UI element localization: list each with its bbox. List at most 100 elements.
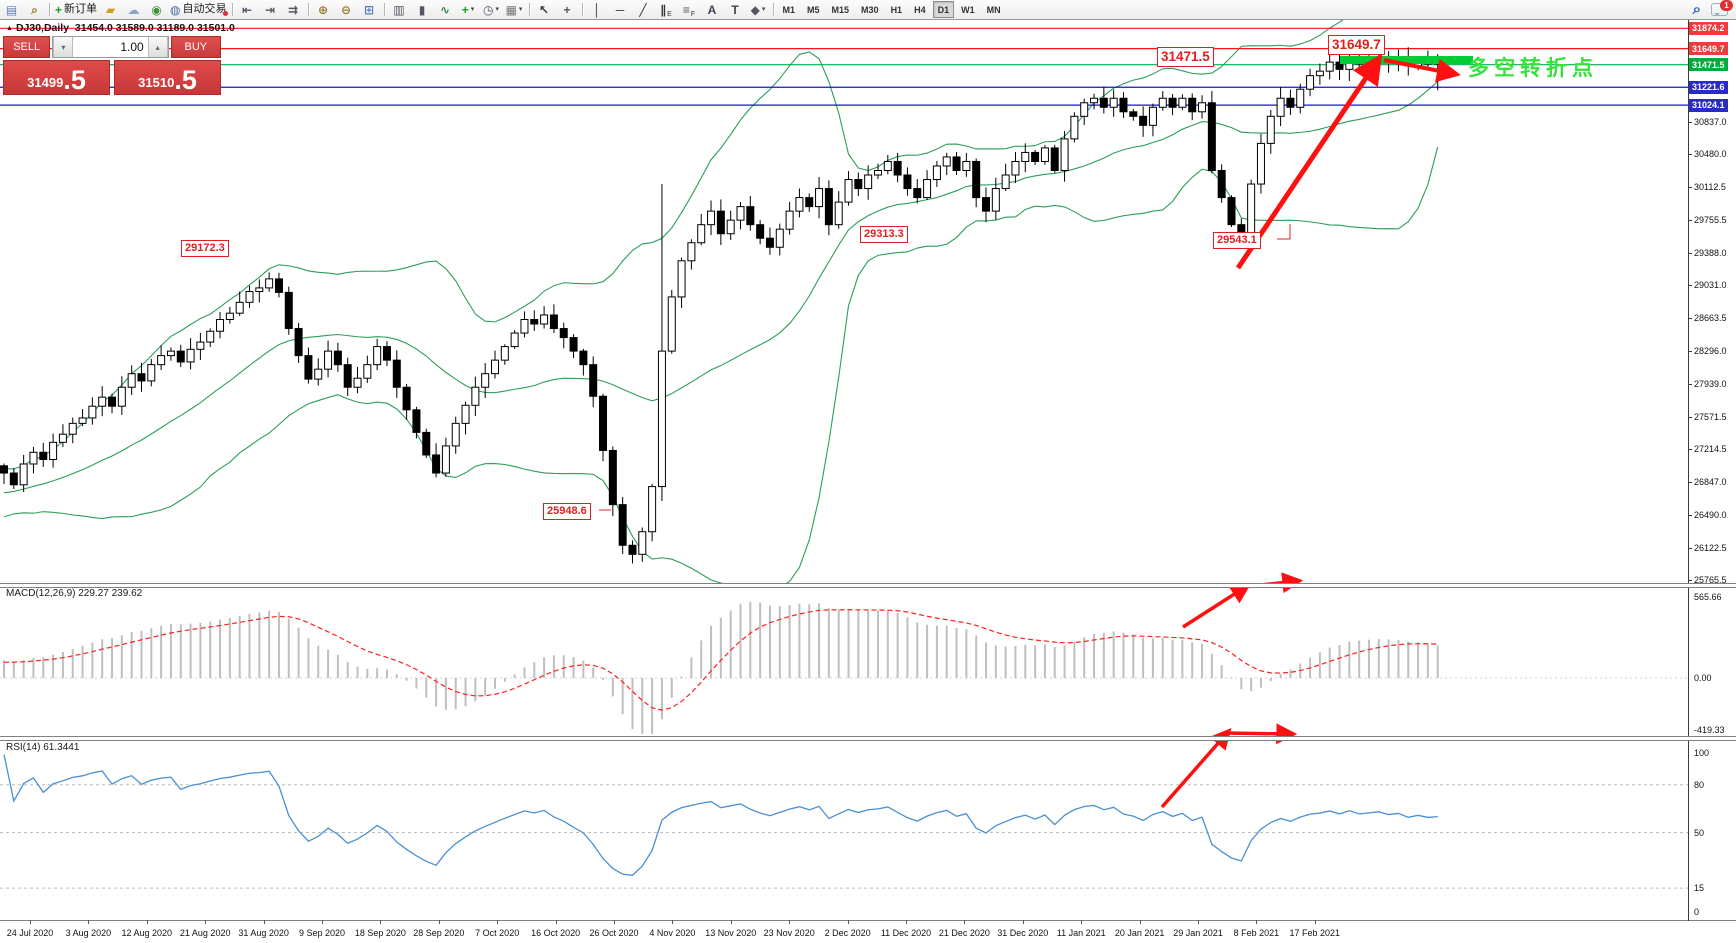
date-axis-tick-mark [964, 920, 966, 924]
price-axis-tick-mark [1688, 482, 1692, 484]
new-order-label: 新订单 [64, 3, 98, 15]
shapes-caret-icon[interactable]: ▾ [761, 6, 766, 13]
publish-chart-icon: ☁ [127, 2, 140, 17]
crosshair-button[interactable]: + [556, 1, 579, 18]
candle-chart-mode-icon: ▮ [418, 2, 426, 17]
timeframe-H1[interactable]: H1 [890, 4, 903, 15]
tile-windows-icon: ⊞ [363, 2, 375, 17]
periods-button[interactable]: ◷ ▾ [480, 1, 503, 18]
toolbar-separator [307, 3, 309, 16]
timeframe-D1[interactable]: D1 [932, 1, 955, 18]
price-axis-tick: 30112.5 [1694, 182, 1726, 193]
price-axis-tick-mark [1688, 187, 1692, 189]
volume-input[interactable]: 1.00 [120, 40, 144, 54]
date-axis-label: 16 Oct 2020 [531, 928, 581, 938]
equidistant-channel-button[interactable]: ∥ E [655, 1, 678, 19]
buy-button[interactable]: BUY [170, 36, 221, 58]
date-axis-tick-mark [1314, 920, 1316, 924]
text-label-button[interactable]: T [724, 1, 747, 18]
auto-trading-status-dot [222, 11, 228, 16]
zoom-out-button[interactable]: ⊖ [335, 1, 358, 18]
vertical-line-button[interactable]: │ [586, 1, 609, 18]
cursor-icon: ↖ [538, 2, 550, 17]
panel-separator[interactable] [0, 583, 1736, 588]
volume-stepper[interactable]: ▾ 1.00 ▴ [52, 36, 169, 58]
market-watch-icon: ▤ [5, 2, 18, 17]
volume-decrease-button[interactable]: ▾ [53, 37, 74, 57]
bar-chart-mode-button[interactable]: ▥ [388, 1, 411, 18]
price-axis-tick: 29388.0 [1694, 247, 1727, 258]
price-axis-tick-mark [1688, 219, 1692, 221]
horizontal-line-button[interactable]: ─ [609, 1, 632, 18]
date-axis-label: 11 Dec 2020 [880, 928, 932, 938]
shapes-button[interactable]: ◆ ▾ [747, 1, 770, 18]
add-indicator-button[interactable]: + ▾ [457, 1, 480, 18]
shift-chart-end-button[interactable]: ⇥ [259, 1, 282, 18]
price-axis-tick-mark [1688, 449, 1692, 451]
gold-button[interactable]: ▰ [99, 1, 122, 18]
market-watch-button[interactable]: ▤ [0, 1, 23, 18]
templates-caret-icon[interactable]: ▾ [518, 6, 523, 13]
fibonacci-button[interactable]: ≡ F [678, 1, 701, 19]
text-button[interactable]: A [701, 1, 724, 18]
ask-price-button[interactable]: 31510 .5 [114, 60, 221, 95]
macd-axis-tick: 565.66 [1694, 592, 1722, 602]
rsi-axis-tick: 15 [1694, 883, 1705, 894]
cursor-button[interactable]: ↖ [533, 1, 556, 18]
date-axis-tick-mark [497, 920, 499, 924]
date-axis-tick-mark [1081, 920, 1083, 924]
zoom-in-button[interactable]: ⊕ [312, 1, 335, 18]
tile-windows-button[interactable]: ⊞ [358, 1, 381, 18]
rsi-window-label: RSI(14) 61.3441 [6, 742, 80, 753]
auto-scroll-button[interactable]: ⇉ [282, 1, 305, 18]
add-indicator-caret-icon[interactable]: ▾ [470, 6, 475, 13]
timeframe-MN[interactable]: MN [986, 4, 1001, 15]
shift-chart-left-button[interactable]: ⇤ [236, 1, 259, 18]
timeframe-M1[interactable]: M1 [782, 4, 796, 15]
price-axis-tick: 29755.5 [1694, 214, 1727, 225]
publish-chart-button[interactable]: ☁ [122, 1, 145, 18]
templates-icon: ▦ [505, 2, 517, 17]
bid-price-button[interactable]: 31499 .5 [3, 60, 110, 95]
trend-line-button[interactable]: ╱ [632, 1, 655, 18]
timeframe-W1[interactable]: W1 [961, 4, 975, 15]
volume-increase-button[interactable]: ▴ [147, 37, 168, 57]
toolbar-separator [383, 3, 385, 16]
timeframe-M15[interactable]: M15 [831, 4, 850, 15]
periods-caret-icon[interactable]: ▾ [495, 6, 499, 13]
date-axis-label: 3 Aug 2020 [65, 928, 112, 938]
price-axis-line [1688, 20, 1689, 921]
date-axis-tick-mark [263, 920, 265, 924]
date-axis-tick-mark [322, 920, 323, 924]
toolbar-buttons: ▤ ⌕ + 新订单 ▰ ☁ ◉ ◍ 自动交易 ⇤ ⇥ ⇉ ⊕ ⊖ ⊞ ▥ ▮ ∿ + ▾ ◷ ▾ ▦ ▾ ↖ + │ ─ ╱ ∥ E ≡ F A T… [0, 0, 777, 19]
one-click-trading-panel: SELL ▾ 1.00 ▴ BUY 31499 .5 31510 .5 [3, 36, 221, 95]
bar-chart-mode-icon: ▥ [393, 2, 405, 17]
new-order-button[interactable]: + 新订单 [53, 1, 99, 18]
line-chart-mode-button[interactable]: ∿ [434, 1, 457, 18]
candle-chart-mode-button[interactable]: ▮ [411, 1, 434, 18]
panel-separator[interactable] [0, 736, 1736, 741]
timeframe-H4[interactable]: H4 [914, 4, 926, 15]
toolbar-separator [581, 3, 583, 16]
auto-trading-button[interactable]: ◍ 自动交易 [168, 1, 228, 18]
date-axis-tick-mark [555, 920, 557, 924]
price-axis-tick: 26490.0 [1694, 509, 1727, 520]
timeframe-M5[interactable]: M5 [807, 4, 820, 15]
chart-preview-button[interactable]: ⌕ [23, 1, 46, 18]
toolbar-separator [528, 3, 530, 16]
price-axis-tick: 30837.0 [1694, 117, 1727, 127]
date-axis-label: 31 Aug 2020 [238, 928, 289, 938]
auto-trading-icon: ◍ [170, 2, 181, 17]
bid-main-digits: 31499 [27, 75, 64, 90]
chat-icon[interactable]: 1 [1711, 0, 1733, 16]
fibonacci-sub-label: F [690, 11, 696, 18]
sell-button[interactable]: SELL [3, 36, 51, 58]
signals-button[interactable]: ◉ [145, 1, 168, 18]
timeframe-M30[interactable]: M30 [861, 4, 879, 15]
price-axis-tick: 27939.0 [1694, 378, 1727, 389]
search-icon[interactable]: ⌕ [1692, 1, 1701, 18]
templates-button[interactable]: ▦ ▾ [503, 1, 526, 18]
signals-icon: ◉ [151, 2, 162, 17]
equidistant-channel-icon: ∥ [660, 2, 667, 17]
